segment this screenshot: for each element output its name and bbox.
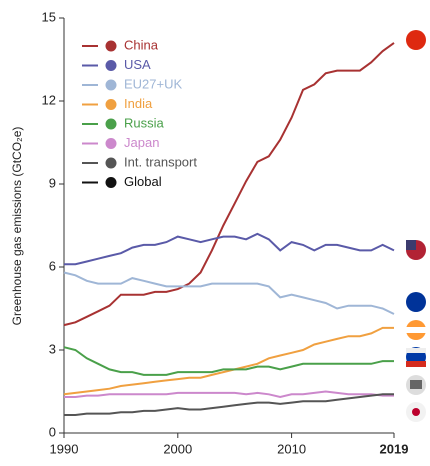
legend-label: Japan <box>124 135 159 150</box>
x-tick-label: 2010 <box>277 441 306 456</box>
series-line <box>64 393 394 416</box>
legend-icon <box>105 79 117 91</box>
legend-icon <box>105 99 117 110</box>
legend-icon <box>105 60 117 71</box>
y-tick-label: 9 <box>49 175 56 190</box>
y-tick-label: 6 <box>49 258 56 273</box>
series-line <box>63 346 394 376</box>
series-line <box>63 271 395 315</box>
x-tick-label: 1990 <box>50 441 79 456</box>
legend-icon <box>105 177 117 188</box>
y-tick-label: 12 <box>42 92 56 107</box>
legend-label: China <box>124 37 159 52</box>
y-axis-label: Greenhouse gas emissions (GtCO₂e) <box>10 127 24 326</box>
legend-label: Russia <box>124 115 165 130</box>
series-line <box>64 390 394 399</box>
legend-box <box>74 30 226 196</box>
legend-label: Int. transport <box>124 154 197 169</box>
legend-label: Global <box>124 174 162 189</box>
flag-icons <box>406 30 426 422</box>
y-tick-label: 0 <box>49 424 56 439</box>
x-tick-label: 2019 <box>380 441 409 456</box>
legend-icon <box>105 157 117 169</box>
legend-icon <box>105 138 117 149</box>
x-tick-label: 2000 <box>163 441 192 456</box>
legend-icon <box>105 118 117 130</box>
legend-label: India <box>124 96 153 111</box>
legend-label: EU27+UK <box>124 76 182 91</box>
series-line <box>63 42 395 327</box>
legend-icon <box>105 40 117 52</box>
series-line <box>63 326 394 396</box>
y-tick-label: 3 <box>49 341 56 356</box>
y-tick-label: 15 <box>42 9 56 24</box>
legend-label: USA <box>124 57 151 72</box>
series-line <box>64 232 395 266</box>
